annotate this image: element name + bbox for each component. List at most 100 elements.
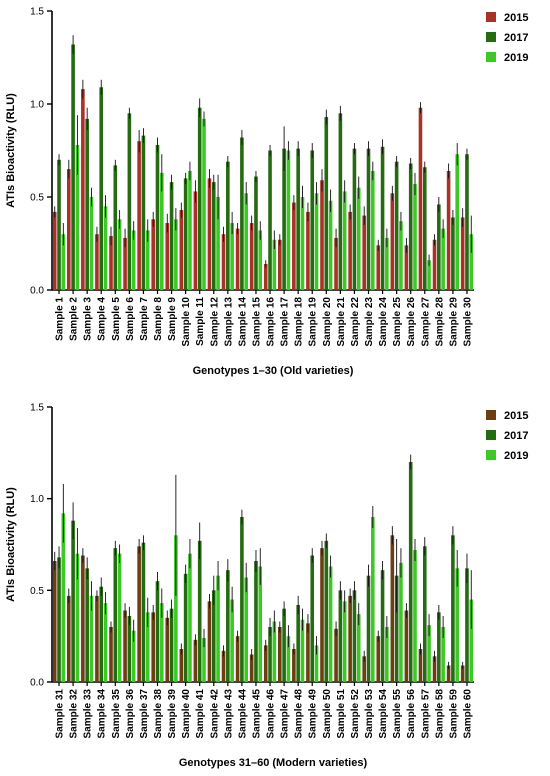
x-tick-label: Sample 21: [336, 297, 347, 347]
bar-2019-sample-28: [441, 228, 445, 290]
x-tick-label: Sample 37: [139, 689, 150, 739]
bar-2017-sample-47: [282, 608, 286, 682]
bar-2019-sample-38: [160, 603, 164, 682]
bar-2015-sample-34: [95, 595, 99, 682]
x-tick-label: Sample 50: [322, 689, 333, 739]
bar-2017-sample-10: [183, 178, 188, 290]
bar-2019-sample-44: [244, 577, 248, 682]
bar-2019-sample-59: [455, 568, 459, 682]
y-tick-label: 0.0: [30, 286, 44, 297]
bar-2015-sample-41: [193, 639, 198, 682]
bar-2019-sample-27: [427, 260, 431, 290]
bar-2019-sample-35: [117, 553, 122, 682]
bar-2019-sample-4: [103, 206, 108, 290]
bar-2019-sample-57: [427, 625, 431, 682]
bar-2017-sample-41: [197, 540, 202, 682]
bar-2017-sample-15: [254, 176, 258, 290]
bar-2017-sample-35: [113, 548, 118, 682]
bar-2017-sample-29: [451, 217, 455, 290]
bar-2017-sample-55: [394, 575, 399, 682]
x-tick-label: Sample 6: [125, 297, 136, 341]
bar-2019-sample-46: [272, 621, 277, 682]
bar-2015-sample-53: [362, 656, 366, 682]
x-tick-label: Sample 3: [83, 297, 94, 341]
x-axis-label: Genotypes 31–60 (Modern varieties): [179, 757, 368, 769]
bar-2019-sample-7: [145, 230, 150, 290]
bar-2019-sample-45: [258, 566, 263, 682]
bar-2019-sample-14: [244, 193, 248, 290]
x-tick-label: Sample 44: [237, 689, 248, 739]
bar-2015-sample-39: [165, 617, 170, 682]
x-tick-label: Sample 29: [448, 297, 459, 347]
bar-2015-sample-55: [390, 535, 395, 682]
x-tick-label: Sample 2: [69, 297, 80, 341]
bar-2017-sample-51: [338, 590, 343, 682]
x-tick-label: Sample 56: [406, 689, 417, 739]
bar-2015-sample-1: [52, 211, 57, 290]
bar-2017-sample-6: [127, 113, 132, 290]
x-tick-label: Sample 47: [280, 689, 291, 739]
x-tick-label: Sample 49: [308, 689, 319, 739]
y-tick-label: 1.5: [30, 7, 44, 18]
bar-2019-sample-30: [469, 234, 474, 290]
legend-label-2017: 2017: [504, 32, 528, 44]
bar-2019-sample-50: [328, 566, 333, 682]
bar-2019-sample-18: [300, 197, 305, 290]
bar-2017-sample-7: [141, 135, 146, 290]
bar-2017-sample-33: [85, 568, 89, 682]
x-tick-label: Sample 40: [181, 689, 192, 739]
bar-2015-sample-46: [263, 645, 268, 682]
bar-2015-sample-20: [320, 180, 324, 290]
bar-2019-sample-42: [216, 575, 220, 682]
bar-2017-sample-59: [451, 535, 455, 682]
bar-2017-sample-39: [169, 608, 174, 682]
bar-2015-sample-43: [221, 650, 226, 682]
bar-2017-sample-53: [366, 575, 371, 682]
bar-2017-sample-31: [57, 557, 61, 682]
bar-2015-sample-23: [362, 215, 366, 290]
x-tick-label: Sample 20: [322, 297, 333, 347]
x-tick-label: Sample 10: [181, 297, 192, 347]
x-tick-label: Sample 35: [111, 689, 122, 739]
bar-2017-sample-21: [338, 113, 343, 290]
legend-swatch-2019: [486, 52, 496, 62]
bar-2017-sample-24: [380, 146, 385, 290]
bar-2017-sample-57: [422, 546, 427, 682]
bar-2015-sample-21: [334, 237, 338, 290]
bar-2019-sample-40: [188, 553, 192, 682]
x-tick-label: Sample 51: [336, 689, 347, 739]
bar-2017-sample-26: [408, 163, 413, 290]
bar-2017-sample-11: [197, 107, 202, 290]
bar-2019-sample-29: [455, 154, 459, 290]
bar-2019-sample-58: [441, 627, 445, 682]
bar-2019-sample-33: [89, 595, 94, 682]
bar-2019-sample-21: [342, 191, 347, 290]
bar-2015-sample-5: [109, 236, 113, 290]
bar-2017-sample-19: [310, 150, 315, 290]
bar-2019-sample-8: [160, 172, 164, 290]
bar-2015-sample-35: [109, 627, 113, 682]
bar-2015-sample-9: [165, 223, 170, 290]
bar-2015-sample-11: [193, 191, 198, 290]
x-tick-label: Sample 17: [280, 297, 291, 347]
y-axis-label: ATIs Bioactivity (RLU): [5, 93, 17, 208]
bar-2019-sample-6: [131, 230, 136, 290]
bar-2019-sample-9: [174, 219, 178, 290]
bar-2017-sample-22: [352, 148, 357, 290]
bar-2015-sample-10: [179, 210, 184, 290]
bar-2017-sample-36: [127, 616, 132, 682]
x-tick-label: Sample 30: [462, 297, 473, 347]
x-tick-label: Sample 1: [55, 297, 66, 341]
bar-2017-sample-28: [437, 204, 441, 290]
bar-2017-sample-8: [155, 144, 160, 290]
bar-2019-sample-5: [117, 219, 122, 290]
bar-2017-sample-52: [352, 590, 357, 682]
bar-2019-sample-32: [75, 553, 80, 682]
x-tick-label: Sample 59: [448, 689, 459, 739]
bar-2015-sample-15: [249, 223, 254, 290]
bar-2019-sample-26: [413, 183, 417, 290]
x-tick-label: Sample 28: [434, 297, 445, 347]
bar-2017-sample-17: [282, 148, 286, 290]
chart-panel-2: 0.0 0.5 1.0 1.5 ATIs Bioactivity (RLU) Sample…: [5, 403, 528, 770]
